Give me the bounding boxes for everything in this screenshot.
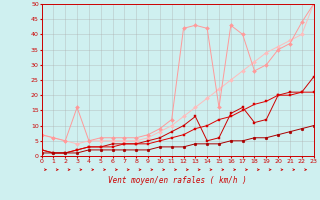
X-axis label: Vent moyen/en rafales ( km/h ): Vent moyen/en rafales ( km/h ) [108,176,247,185]
